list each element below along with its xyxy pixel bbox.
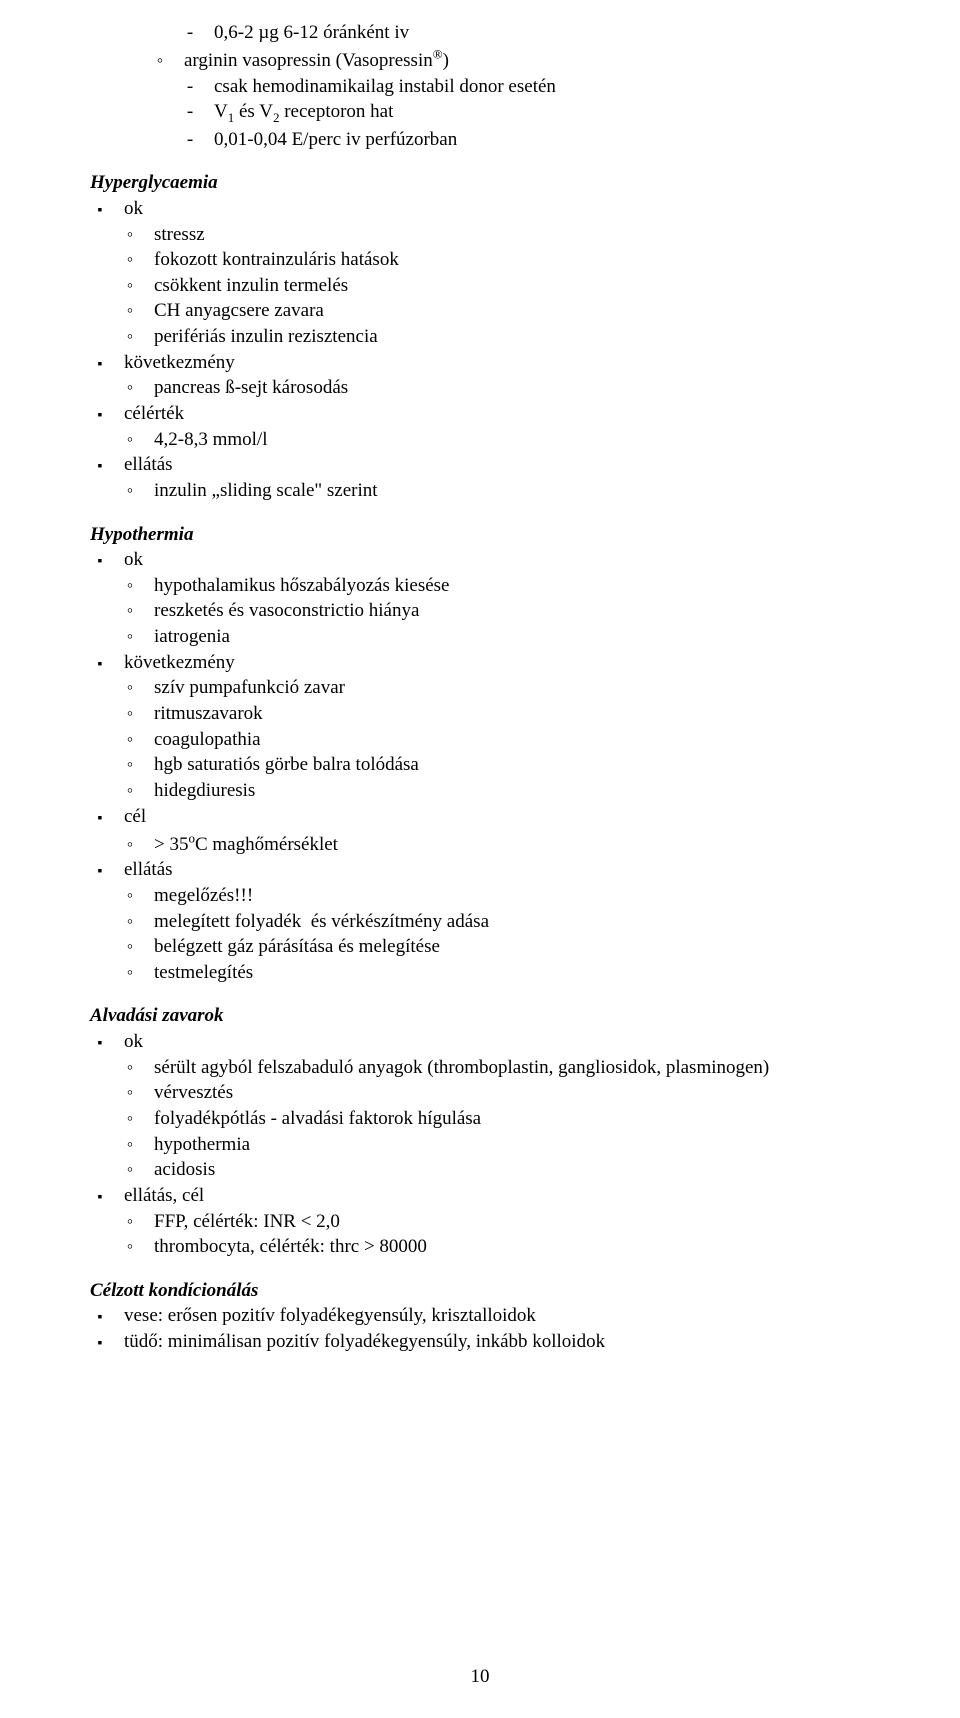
list-item: ok [90,196,870,222]
list-item: vese: erősen pozitív folyadékegyensúly, … [90,1303,870,1329]
section-heading: Célzott kondícionálás [90,1278,870,1304]
list-item: melegített folyadék és vérkészítmény adá… [120,909,870,935]
list-item: folyadékpótlás - alvadási faktorok hígul… [120,1106,870,1132]
list-item: hgb saturatiós görbe balra tolódása [120,752,870,778]
list-item: szív pumpafunkció zavar [120,675,870,701]
list-item: inzulin „sliding scale" szerint [120,478,870,504]
list-item: reszketés és vasoconstrictio hiánya [120,598,870,624]
list-item: cél [90,804,870,830]
list-item: CH anyagcsere zavara [120,298,870,324]
list-item: ellátás, cél [90,1183,870,1209]
list-item: ok [90,547,870,573]
list-item: V1 és V2 receptoron hat [180,99,870,126]
list-item: hypothermia [120,1132,870,1158]
list-item: csökkent inzulin termelés [120,273,870,299]
page-number: 10 [0,1666,960,1688]
document-page: 0,6-2 µg 6-12 óránként ivarginin vasopre… [0,0,960,1718]
list-item: hypothalamikus hőszabályozás kiesése [120,573,870,599]
list-item: perifériás inzulin rezisztencia [120,324,870,350]
list-item: acidosis [120,1157,870,1183]
list-item: ritmuszavarok [120,701,870,727]
list-item: tüdő: minimálisan pozitív folyadékegyens… [90,1329,870,1355]
list-item: ellátás [90,857,870,883]
list-item: pancreas ß-sejt károsodás [120,375,870,401]
list-item: fokozott kontrainzuláris hatások [120,247,870,273]
list-item: stressz [120,222,870,248]
list-item: 4,2-8,3 mmol/l [120,427,870,453]
list-item: testmelegítés [120,960,870,986]
section-heading: Hypothermia [90,522,870,548]
list-item: következmény [90,650,870,676]
list-item: hidegdiuresis [120,778,870,804]
list-item: thrombocyta, célérték: thrc > 80000 [120,1234,870,1260]
list-item: coagulopathia [120,727,870,753]
list-item: iatrogenia [120,624,870,650]
list-item: ok [90,1029,870,1055]
list-item: belégzett gáz párásítása és melegítése [120,934,870,960]
list-item: megelőzés!!! [120,883,870,909]
list-item: 0,01-0,04 E/perc iv perfúzorban [180,127,870,153]
list-item: ellátás [90,452,870,478]
list-item: célérték [90,401,870,427]
list-item: következmény [90,350,870,376]
section-heading: Hyperglycaemia [90,170,870,196]
document-content: 0,6-2 µg 6-12 óránként ivarginin vasopre… [90,20,870,1355]
list-item: vérvesztés [120,1080,870,1106]
list-item: csak hemodinamikailag instabil donor ese… [180,74,870,100]
list-item: > 35oC maghőmérséklet [120,829,870,857]
list-item: FFP, célérték: INR < 2,0 [120,1209,870,1235]
list-item: sérült agyból felszabaduló anyagok (thro… [120,1055,870,1081]
list-item: arginin vasopressin (Vasopressin®) [150,46,870,74]
list-item: 0,6-2 µg 6-12 óránként iv [180,20,870,46]
section-heading: Alvadási zavarok [90,1003,870,1029]
